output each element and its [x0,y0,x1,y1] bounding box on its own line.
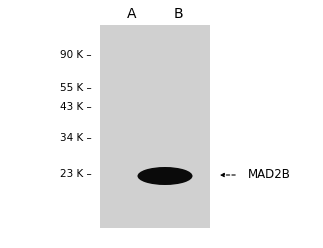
Text: 90 K –: 90 K – [60,50,92,60]
Text: B: B [173,7,183,21]
Text: A: A [127,7,137,21]
Text: 34 K –: 34 K – [60,133,92,143]
Ellipse shape [138,167,193,185]
Text: 43 K –: 43 K – [60,102,92,112]
Bar [100,25,210,228]
Text: 55 K –: 55 K – [60,83,92,93]
Text: MAD2B: MAD2B [248,168,291,182]
Text: 23 K –: 23 K – [60,169,92,179]
